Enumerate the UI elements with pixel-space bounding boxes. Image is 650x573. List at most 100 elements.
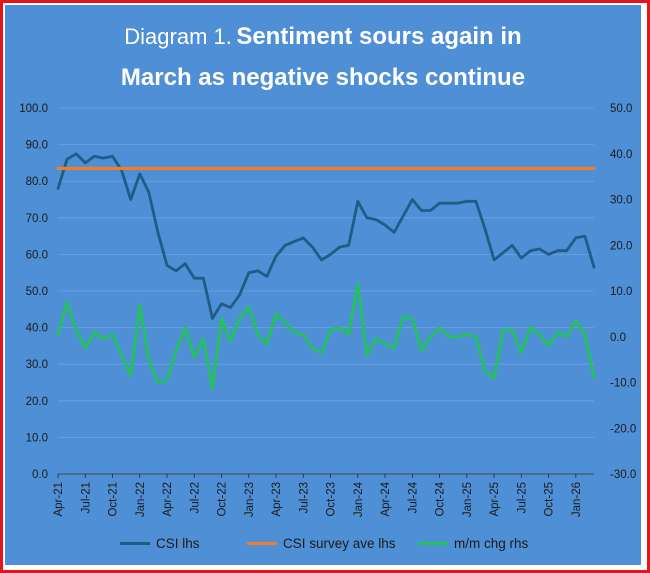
gridlines	[58, 107, 594, 475]
data-point-csi-lhs	[566, 250, 568, 252]
data-point-csi-lhs	[75, 153, 77, 155]
data-point-m-m-chg-rhs	[502, 329, 504, 331]
series-line-csi-lhs	[56, 152, 596, 320]
data-point-m-m-chg-rhs	[329, 329, 331, 331]
chart-panel	[5, 5, 641, 565]
legend-swatch-mm-chg	[418, 542, 448, 545]
data-point-m-m-chg-rhs	[57, 333, 59, 335]
data-point-m-m-chg-rhs	[511, 329, 513, 331]
data-point-m-m-chg-rhs	[348, 333, 350, 335]
legend-item-csi: CSI lhs	[120, 536, 200, 551]
data-point-m-m-chg-rhs	[130, 374, 132, 376]
data-point-csi-lhs	[266, 275, 268, 277]
data-point-m-m-chg-rhs	[411, 317, 413, 319]
data-point-csi-lhs	[511, 244, 513, 246]
data-point-csi-lhs	[248, 272, 250, 274]
data-point-csi-lhs	[429, 209, 431, 211]
data-point-m-m-chg-rhs	[557, 331, 559, 333]
right-axis-ticks: -30.0 -20.0 -10.0 0.0 10.0 20.0 30.0 40.0 50.0	[610, 103, 636, 481]
right-axis-tick-label: -20.0	[610, 423, 636, 435]
data-point-m-m-chg-rhs	[384, 342, 386, 344]
data-point-m-m-chg-rhs	[375, 338, 377, 340]
right-axis-tick-label: 10.0	[610, 286, 632, 298]
x-axis-tick-label: Oct-25	[544, 482, 556, 517]
left-axis-tick-label: 10.0	[26, 432, 48, 444]
data-point-m-m-chg-rhs	[484, 370, 486, 372]
right-axis-tick-label: 40.0	[610, 149, 632, 161]
legend-item-mm-chg: m/m chg rhs	[418, 536, 528, 551]
data-point-m-m-chg-rhs	[320, 352, 322, 354]
x-axis-tick-label: Jan-25	[462, 482, 474, 517]
data-point-csi-lhs	[366, 217, 368, 219]
x-axis-tick-label: Jul-25	[516, 482, 528, 513]
data-point-csi-lhs	[520, 257, 522, 259]
x-axis-tick-label: Jul-23	[298, 482, 310, 513]
data-point-m-m-chg-rhs	[175, 349, 177, 351]
data-point-csi-lhs	[538, 248, 540, 250]
legend-label-csi: CSI lhs	[156, 536, 200, 551]
data-point-m-m-chg-rhs	[257, 333, 259, 335]
right-axis-tick-label: -30.0	[610, 469, 636, 481]
x-axis-tick-label: Jul-24	[407, 481, 419, 513]
data-point-csi-lhs	[320, 259, 322, 261]
chart-title: Diagram 1. Sentiment sours again in Marc…	[5, 18, 641, 100]
data-point-csi-lhs	[275, 255, 277, 257]
data-point-csi-lhs	[420, 209, 422, 211]
data-point-m-m-chg-rhs	[575, 320, 577, 322]
data-point-m-m-chg-rhs	[229, 340, 231, 342]
right-axis-tick-label: -10.0	[610, 378, 636, 390]
data-point-csi-lhs	[402, 215, 404, 217]
x-axis-ticks: Apr-21 Jul-21 Oct-21 Jan-22 Apr-22 Jul-22 Oct-…	[53, 474, 583, 517]
data-point-m-m-chg-rhs	[493, 377, 495, 379]
data-point-csi-lhs	[130, 198, 132, 200]
data-point-csi-lhs	[411, 198, 413, 200]
x-axis-tick-label: Oct-23	[326, 482, 338, 517]
x-axis-tick-label: Apr-25	[489, 482, 501, 517]
data-point-m-m-chg-rhs	[266, 342, 268, 344]
data-point-csi-lhs	[302, 237, 304, 239]
data-point-csi-lhs	[529, 250, 531, 252]
x-axis-tick-label: Oct-22	[217, 482, 229, 517]
data-point-m-m-chg-rhs	[311, 347, 313, 349]
left-axis-ticks: 0.0 10.0 20.0 30.0 40.0 50.0 60.0 70.0 80.0 90.0 1…	[19, 103, 48, 481]
data-point-csi-lhs	[257, 270, 259, 272]
data-point-m-m-chg-rhs	[239, 317, 241, 319]
left-axis-tick-label: 50.0	[26, 286, 48, 298]
data-point-csi-lhs	[475, 200, 477, 202]
data-point-m-m-chg-rhs	[120, 354, 122, 356]
data-point-m-m-chg-rhs	[466, 333, 468, 335]
data-point-m-m-chg-rhs	[538, 333, 540, 335]
data-point-csi-lhs	[384, 224, 386, 226]
x-axis-tick-label: Apr-23	[271, 482, 283, 517]
left-axis-tick-label: 30.0	[26, 359, 48, 371]
data-point-m-m-chg-rhs	[184, 326, 186, 328]
data-point-m-m-chg-rhs	[193, 356, 195, 358]
data-point-m-m-chg-rhs	[566, 336, 568, 338]
data-point-m-m-chg-rhs	[102, 338, 104, 340]
left-axis-tick-label: 0.0	[32, 469, 48, 481]
data-point-csi-lhs	[466, 200, 468, 202]
data-point-m-m-chg-rhs	[66, 301, 68, 303]
right-axis-tick-label: 50.0	[610, 103, 632, 115]
left-axis-tick-label: 60.0	[26, 249, 48, 261]
right-axis-tick-label: 0.0	[610, 332, 626, 344]
data-point-csi-lhs	[220, 303, 222, 305]
x-axis-tick-label: Apr-21	[53, 482, 65, 517]
data-point-m-m-chg-rhs	[366, 354, 368, 356]
left-axis-tick-label: 80.0	[26, 176, 48, 188]
data-point-csi-lhs	[84, 162, 86, 164]
x-axis-tick-label: Apr-24	[380, 481, 392, 516]
data-point-csi-lhs	[457, 202, 459, 204]
right-axis-tick-label: 30.0	[610, 195, 632, 207]
data-point-m-m-chg-rhs	[457, 336, 459, 338]
data-point-m-m-chg-rhs	[248, 306, 250, 308]
left-axis-tick-label: 40.0	[26, 323, 48, 335]
data-point-csi-lhs	[166, 264, 168, 266]
data-point-m-m-chg-rhs	[211, 388, 213, 390]
data-point-csi-lhs	[329, 253, 331, 255]
data-point-csi-lhs	[148, 191, 150, 193]
data-point-m-m-chg-rhs	[139, 304, 141, 306]
left-axis-tick-label: 70.0	[26, 213, 48, 225]
data-point-csi-lhs	[157, 231, 159, 233]
